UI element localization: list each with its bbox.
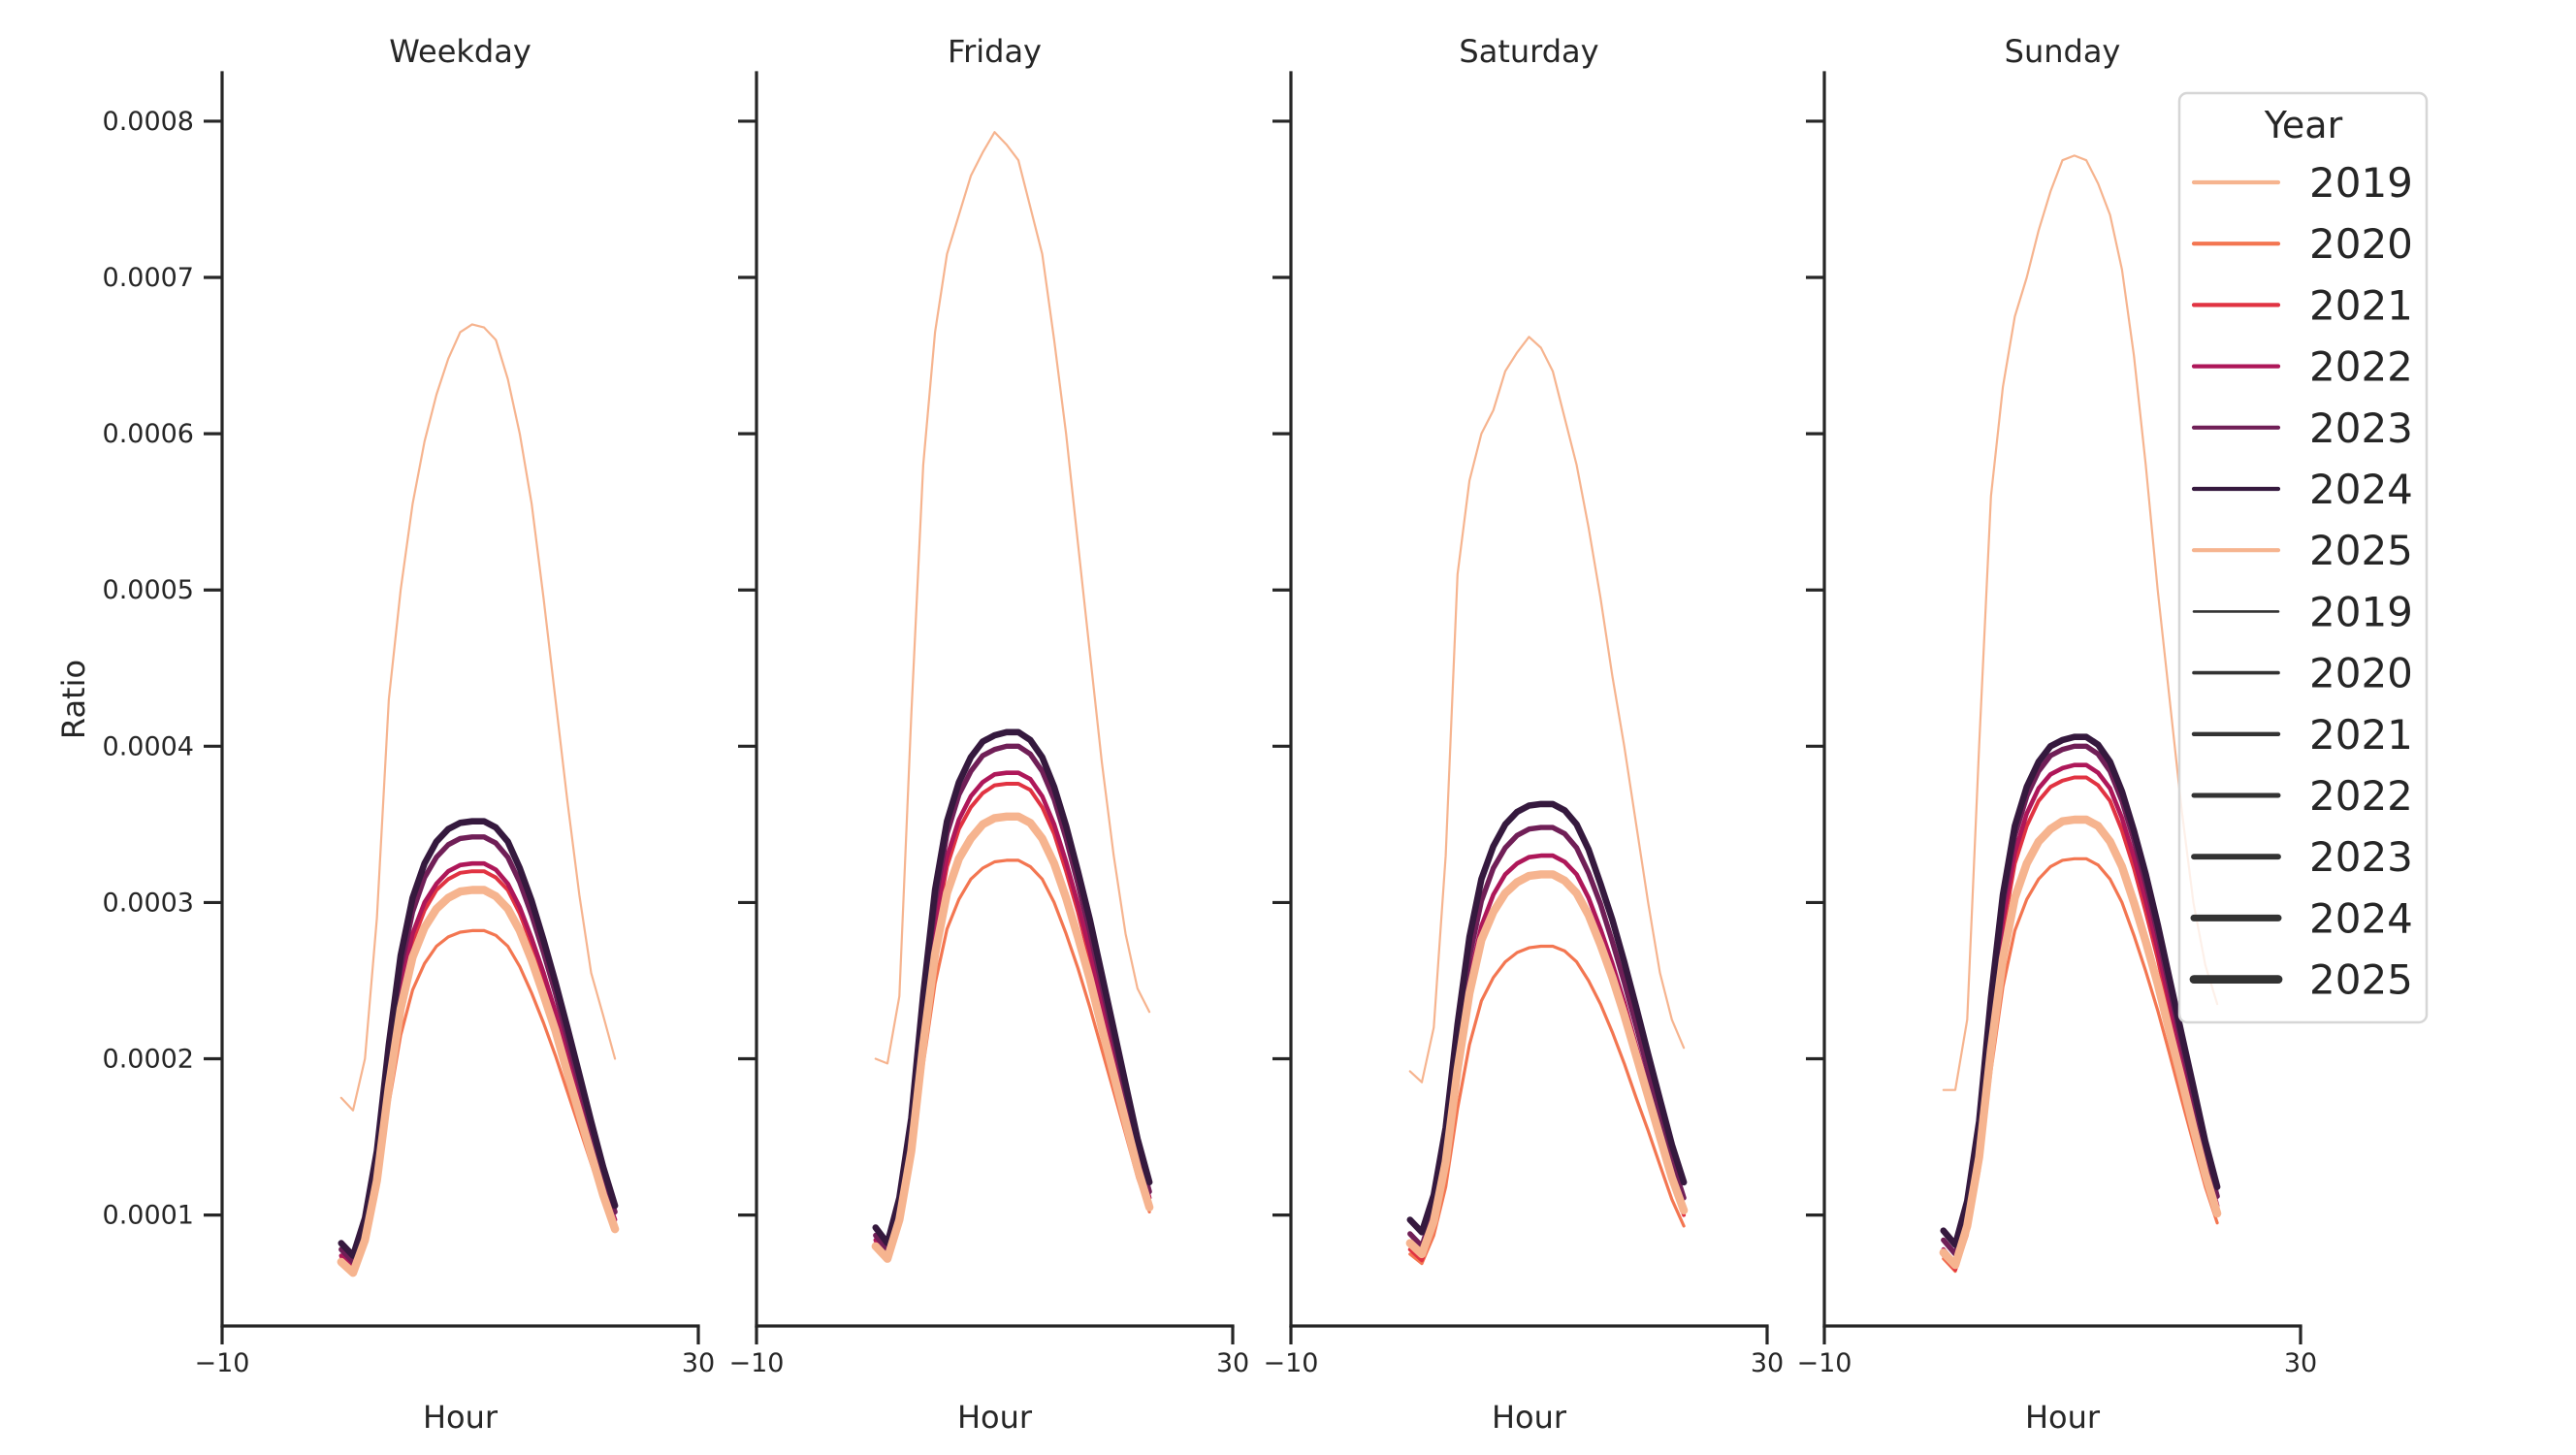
- legend: Year 2019 2020 2021 2022 2023 2024 2025 2019 202…: [2177, 91, 2429, 1024]
- y-tick-label: 0.0005: [103, 575, 194, 605]
- x-tick-label: 30: [682, 1348, 715, 1378]
- y-tick-label: 0.0004: [103, 731, 194, 761]
- x-tick-label: −10: [195, 1348, 250, 1378]
- series-line-2024: [1940, 733, 2221, 1248]
- legend-label: 2024: [2309, 894, 2413, 942]
- x-tick-label: −10: [1797, 1348, 1852, 1378]
- x-axis-label: Hour: [423, 1399, 499, 1436]
- panel-weekday: Weekday 0.0001 0.0002 0.0003 0.0004 0.0005 0.0…: [103, 33, 716, 1436]
- series-line-2024: [338, 818, 619, 1259]
- panels: Weekday 0.0001 0.0002 0.0003 0.0004 0.0005 0.0…: [103, 33, 2318, 1436]
- legend-label: 2024: [2309, 466, 2413, 513]
- legend-label: 2023: [2309, 404, 2413, 452]
- legend-item-size-2023: 2023: [2191, 833, 2413, 881]
- legend-label: 2020: [2309, 650, 2413, 697]
- legend-items: 2019 2020 2021 2022 2023 2024 2025 2019 2020 2021…: [2189, 159, 2413, 1004]
- legend-item-hue-2022: 2022: [2191, 343, 2413, 391]
- legend-label: 2019: [2309, 588, 2413, 635]
- legend-item-hue-2021: 2021: [2191, 281, 2413, 329]
- legend-label: 2020: [2309, 220, 2413, 268]
- legend-item-size-2022: 2022: [2191, 772, 2413, 820]
- legend-item-hue-2024: 2024: [2191, 466, 2413, 513]
- legend-title: Year: [2264, 104, 2343, 146]
- y-tick-label: 0.0006: [103, 419, 194, 449]
- legend-label: 2025: [2309, 956, 2413, 1004]
- series-line-2019: [874, 131, 1151, 1065]
- x-tick-label: −10: [1264, 1348, 1319, 1378]
- panel-sunday: Sunday −10 30 Hour: [1797, 33, 2318, 1436]
- legend-label: 2021: [2309, 281, 2413, 329]
- legend-item-hue-2023: 2023: [2191, 404, 2413, 452]
- legend-item-size-2020: 2020: [2192, 650, 2413, 697]
- panel-saturday: Saturday −10 30 Hour: [1264, 33, 1785, 1436]
- legend-item-size-2024: 2024: [2190, 894, 2413, 942]
- x-tick-label: −10: [729, 1348, 785, 1378]
- panel-title: Weekday: [389, 33, 531, 70]
- legend-item-hue-2020: 2020: [2191, 220, 2413, 268]
- legend-label: 2021: [2309, 711, 2413, 759]
- legend-item-size-2025: 2025: [2189, 956, 2413, 1004]
- panel-friday: Friday −10 30 Hour: [729, 33, 1250, 1436]
- y-axis-label: Ratio: [55, 660, 92, 739]
- series-line-2025: [871, 812, 1154, 1263]
- series-line-2020: [1408, 944, 1686, 1266]
- legend-label: 2025: [2309, 527, 2413, 574]
- legend-label: 2022: [2309, 772, 2413, 820]
- legend-label: 2019: [2309, 159, 2413, 207]
- legend-label: 2022: [2309, 343, 2413, 391]
- y-tick-label: 0.0002: [103, 1045, 194, 1075]
- panel-title: Sunday: [2005, 33, 2121, 70]
- legend-item-hue-2019: 2019: [2191, 159, 2413, 207]
- y-tick-label: 0.0007: [103, 263, 194, 293]
- y-tick-label: 0.0008: [103, 107, 194, 137]
- legend-item-size-2019: 2019: [2192, 588, 2413, 635]
- series-line-2019: [339, 323, 617, 1112]
- series-line-2019: [1942, 154, 2219, 1091]
- legend-frame: [2177, 91, 2429, 1024]
- series-line-2025: [1405, 870, 1689, 1259]
- panel-title: Friday: [948, 33, 1042, 70]
- series-line-2024: [1406, 800, 1688, 1236]
- x-tick-label: 30: [2284, 1348, 2317, 1378]
- legend-item-size-2021: 2021: [2191, 711, 2413, 759]
- legend-label: 2023: [2309, 833, 2413, 881]
- series-line-2025: [1939, 815, 2222, 1270]
- series-line-2019: [1408, 336, 1686, 1083]
- y-tick-label: 0.0003: [103, 888, 194, 918]
- panel-title: Saturday: [1459, 33, 1598, 70]
- x-tick-label: 30: [1751, 1348, 1784, 1378]
- y-tick-label: 0.0001: [103, 1201, 194, 1231]
- legend-item-hue-2025: 2025: [2191, 527, 2413, 574]
- x-axis-label: Hour: [2025, 1399, 2101, 1436]
- x-axis-label: Hour: [1492, 1399, 1567, 1436]
- series-line-2024: [872, 728, 1153, 1246]
- x-axis-label: Hour: [957, 1399, 1033, 1436]
- series-line-2025: [337, 886, 620, 1277]
- x-tick-label: 30: [1216, 1348, 1249, 1378]
